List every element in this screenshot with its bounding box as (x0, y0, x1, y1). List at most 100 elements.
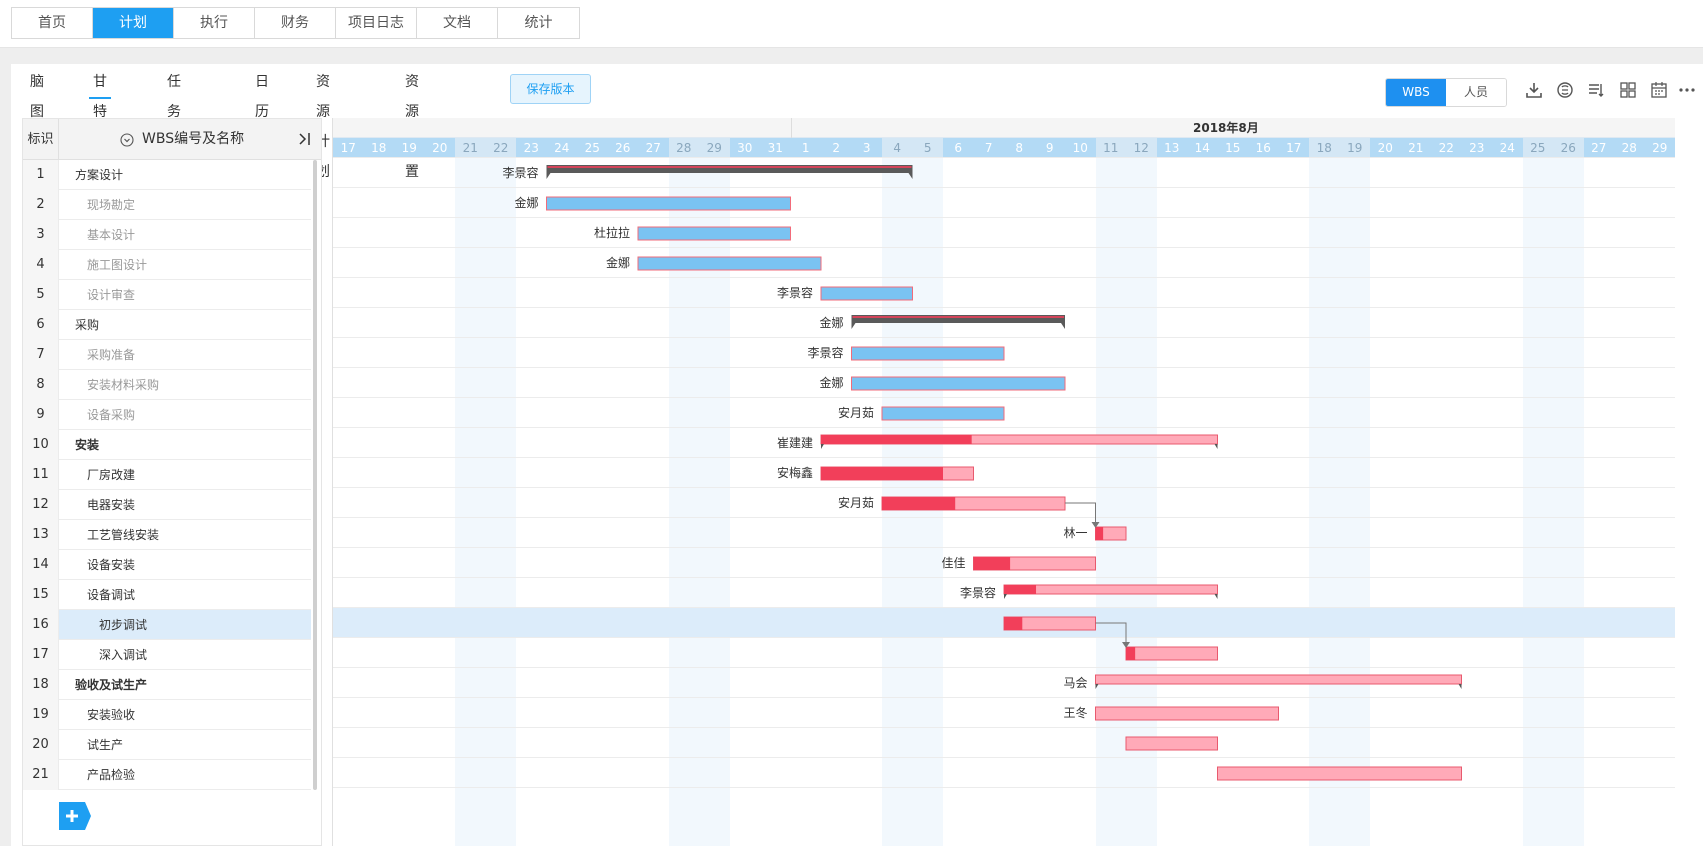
task-name[interactable]: 安装材料采购 (87, 378, 160, 392)
table-row[interactable]: 20 试生产 (23, 730, 311, 760)
view-toggle-option[interactable]: WBS (1386, 79, 1446, 106)
task-name[interactable]: 验收及试生产 (75, 678, 148, 692)
task-name[interactable]: 设备采购 (87, 408, 136, 422)
dependency-arrow[interactable] (1122, 642, 1130, 648)
download-icon[interactable] (1522, 78, 1546, 102)
table-row[interactable]: 12 电器安装 (23, 490, 311, 520)
table-row[interactable]: 14 设备安装 (23, 550, 311, 580)
table-row[interactable]: 3 基本设计 (23, 220, 311, 250)
task-progress[interactable] (821, 467, 943, 480)
top-nav-item[interactable]: 统计 (498, 8, 579, 38)
filter-list-icon[interactable] (1584, 78, 1608, 102)
calendar-icon[interactable] (1647, 78, 1671, 102)
table-row[interactable]: 4 施工图设计 (23, 250, 311, 280)
top-nav-item[interactable]: 财务 (255, 8, 336, 38)
summary-bar-caps[interactable] (821, 444, 1218, 449)
task-progress[interactable] (1126, 647, 1136, 660)
name-column-header[interactable]: WBS编号及名称 (120, 119, 244, 160)
task-name[interactable]: 产品检验 (87, 768, 136, 782)
sub-tab[interactable]: 资源计划 (316, 74, 330, 180)
table-row[interactable]: 17 深入调试 (23, 640, 311, 670)
top-nav-item[interactable]: 文档 (417, 8, 498, 38)
task-bar[interactable] (546, 196, 791, 211)
task-bar[interactable] (820, 286, 913, 301)
task-name[interactable]: 试生产 (87, 738, 124, 752)
task-bar[interactable] (1125, 646, 1218, 661)
table-row[interactable]: 21 产品检验 (23, 760, 311, 790)
dependency-line[interactable] (1065, 502, 1096, 525)
collapse-panel-icon[interactable] (298, 130, 312, 152)
sub-tab[interactable]: 脑图 (30, 74, 44, 120)
table-row[interactable]: 16 初步调试 (23, 610, 311, 640)
summary-progress[interactable] (1004, 585, 1037, 594)
task-progress[interactable] (1095, 527, 1104, 540)
task-progress[interactable] (1004, 617, 1023, 630)
task-bar[interactable] (1125, 736, 1218, 751)
chevron-down-circle-icon[interactable] (120, 132, 134, 147)
grid-view-icon[interactable] (1616, 78, 1640, 102)
task-progress[interactable] (882, 497, 956, 510)
table-row[interactable]: 11 厂房改建 (23, 460, 311, 490)
task-name[interactable]: 基本设计 (87, 228, 136, 242)
task-name[interactable]: 现场勘定 (87, 198, 136, 212)
task-progress[interactable] (973, 557, 1011, 570)
task-name[interactable]: 采购准备 (87, 348, 136, 362)
dependency-arrow[interactable] (1091, 522, 1100, 528)
table-row[interactable]: 18 验收及试生产 (23, 670, 311, 700)
table-row[interactable]: 6 采购 (23, 310, 311, 340)
task-name[interactable]: 电器安装 (87, 498, 136, 512)
summary-bar-caps[interactable] (851, 323, 1066, 329)
summary-bar[interactable] (851, 315, 1066, 323)
task-name[interactable]: 采购 (75, 318, 100, 332)
task-bar[interactable] (1095, 706, 1279, 721)
task-name[interactable]: 施工图设计 (87, 258, 148, 272)
task-name[interactable]: 工艺管线安装 (87, 528, 160, 542)
task-name[interactable]: 厂房改建 (87, 468, 136, 482)
table-row[interactable]: 10 安装 (23, 430, 311, 460)
task-name[interactable]: 方案设计 (75, 168, 124, 182)
task-bar[interactable] (851, 376, 1066, 391)
table-row[interactable]: 19 安装验收 (23, 700, 311, 730)
summary-bar-caps[interactable] (546, 173, 913, 179)
summary-bar-edge[interactable] (852, 316, 1065, 318)
table-row[interactable]: 15 设备调试 (23, 580, 311, 610)
task-name[interactable]: 安装 (75, 438, 100, 452)
view-toggle-option[interactable]: 人员 (1446, 79, 1506, 106)
table-row[interactable]: 2 现场勘定 (23, 190, 311, 220)
table-row[interactable]: 1 方案设计 (23, 160, 311, 190)
top-nav-item[interactable]: 首页 (12, 8, 93, 38)
sub-tab[interactable]: 资源设置 (405, 74, 419, 180)
task-bar[interactable] (881, 406, 1005, 421)
task-bar[interactable] (637, 256, 822, 271)
table-row[interactable]: 7 采购准备 (23, 340, 311, 370)
top-nav-item[interactable]: 执行 (174, 8, 255, 38)
sub-tab[interactable]: 甘特图 (89, 67, 111, 150)
summary-bar-caps[interactable] (1004, 594, 1218, 599)
task-bar[interactable] (637, 226, 791, 241)
table-row[interactable]: 8 安装材料采购 (23, 370, 311, 400)
task-bar[interactable] (1217, 766, 1462, 781)
currency-icon[interactable] (1553, 78, 1577, 102)
summary-bar-edge[interactable] (547, 166, 912, 168)
save-version-button[interactable]: 保存版本 (510, 74, 591, 104)
task-bar[interactable] (851, 346, 1005, 361)
top-nav-item[interactable]: 计划 (93, 8, 174, 38)
task-name[interactable]: 深入调试 (99, 648, 148, 662)
summary-bar-caps[interactable] (1095, 684, 1462, 689)
summary-bar[interactable] (1095, 674, 1462, 685)
dependency-line[interactable] (1095, 622, 1127, 645)
sub-tab[interactable]: 任务列表 (167, 74, 181, 180)
task-name[interactable]: 设备调试 (87, 588, 136, 602)
table-scrollbar[interactable] (313, 160, 317, 790)
task-name[interactable]: 设计审查 (87, 288, 136, 302)
summary-progress[interactable] (821, 435, 972, 444)
task-name[interactable]: 安装验收 (87, 708, 136, 722)
sub-tab[interactable]: 日历 (255, 74, 269, 120)
summary-bar[interactable] (546, 165, 913, 173)
add-task-button[interactable] (59, 802, 91, 830)
table-row[interactable]: 13 工艺管线安装 (23, 520, 311, 550)
more-icon[interactable] (1675, 78, 1699, 102)
task-name[interactable]: 初步调试 (99, 618, 148, 632)
table-row[interactable]: 5 设计审查 (23, 280, 311, 310)
table-row[interactable]: 9 设备采购 (23, 400, 311, 430)
